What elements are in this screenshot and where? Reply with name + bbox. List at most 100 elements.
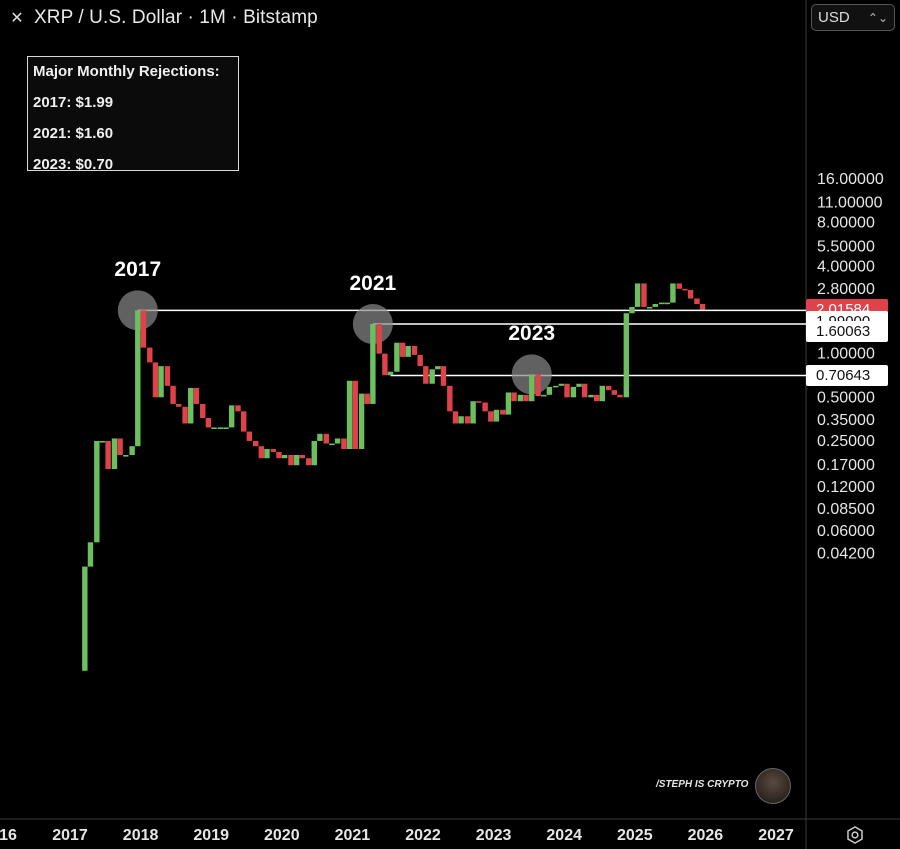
candle xyxy=(299,455,305,459)
candle xyxy=(417,354,423,367)
candle xyxy=(152,362,159,398)
candle xyxy=(217,427,224,430)
candle xyxy=(305,458,312,466)
candle xyxy=(529,374,535,402)
x-tick-label: 2025 xyxy=(617,827,653,844)
candle xyxy=(82,566,88,671)
candle xyxy=(541,394,547,397)
candle xyxy=(634,283,641,307)
candle xyxy=(447,385,453,412)
candle xyxy=(493,409,500,422)
candle xyxy=(228,405,235,428)
chart-header: ✕ XRP / U.S. Dollar · 1M · Bitstamp xyxy=(8,5,318,31)
y-tick-label: 16.00000 xyxy=(817,171,884,188)
candle xyxy=(94,440,100,543)
candle xyxy=(694,298,700,304)
candle xyxy=(658,302,665,305)
candle xyxy=(629,306,635,314)
price-tag: 0.70643 xyxy=(806,365,888,387)
y-tick-label: 0.50000 xyxy=(817,389,875,406)
candle xyxy=(193,387,200,404)
y-tick-label: 11.00000 xyxy=(817,195,883,212)
x-tick-label: 2023 xyxy=(476,827,512,844)
candle xyxy=(699,303,706,310)
x-tick-label: 2027 xyxy=(758,827,794,844)
y-tick-label: 0.17000 xyxy=(817,457,875,474)
candle xyxy=(470,401,476,424)
candle xyxy=(382,353,388,376)
y-tick-label: 1.00000 xyxy=(817,346,875,363)
rejections-annotation-box: Major Monthly Rejections: 2017: $1.99 20… xyxy=(27,56,239,173)
x-axis[interactable]: 16 2017 2018 2019 2020 2021 2022 2023 2024 2025 20… xyxy=(0,827,794,844)
candle xyxy=(676,283,682,289)
y-tick-label: 5.50000 xyxy=(817,238,875,255)
currency-value: USD xyxy=(818,9,850,26)
candle xyxy=(429,369,435,384)
candle xyxy=(135,310,141,447)
candle xyxy=(140,310,147,348)
y-axis[interactable]: 16.00000 11.00000 8.00000 5.50000 4.00000 2.8… xyxy=(817,171,884,562)
price-tag: 1.60063 xyxy=(806,320,888,342)
candle xyxy=(476,401,482,403)
y-tick-label: 8.00000 xyxy=(817,215,875,232)
candle xyxy=(293,455,300,466)
annotation-line: 2021: $1.60 xyxy=(33,125,114,142)
candle xyxy=(311,440,317,466)
x-tick-label: 2019 xyxy=(193,827,229,844)
x-tick-label: 2018 xyxy=(123,827,159,844)
candle xyxy=(323,433,329,444)
candle xyxy=(576,383,582,387)
candle xyxy=(394,342,400,372)
y-tick-label: 0.35000 xyxy=(817,412,875,429)
candle xyxy=(664,302,670,305)
candle xyxy=(605,385,612,391)
rejection-year-label: 2021 xyxy=(349,272,397,296)
candle xyxy=(411,345,418,355)
candle xyxy=(588,394,594,398)
close-icon[interactable]: ✕ xyxy=(10,10,24,27)
candle xyxy=(599,385,606,402)
rejection-year-label: 2023 xyxy=(508,322,556,346)
chevron-updown-icon: ⌃⌄ xyxy=(867,10,888,25)
candle xyxy=(87,542,94,567)
x-tick-label: 2020 xyxy=(264,827,300,844)
candle xyxy=(387,371,394,376)
candle xyxy=(211,427,217,430)
candle xyxy=(623,313,630,398)
candle xyxy=(440,366,447,386)
candle xyxy=(564,383,570,398)
candle xyxy=(188,387,194,424)
candle xyxy=(176,403,182,407)
y-tick-label: 2.80000 xyxy=(817,281,875,298)
candle xyxy=(399,342,406,357)
settings-icon[interactable] xyxy=(845,825,865,845)
candle xyxy=(182,406,188,424)
candle xyxy=(264,448,270,459)
candle xyxy=(517,394,524,402)
candle xyxy=(458,416,464,424)
y-tick-label: 0.06000 xyxy=(817,523,875,540)
annotation-heading: Major Monthly Rejections: xyxy=(33,63,220,80)
candle xyxy=(687,289,694,299)
candle xyxy=(611,390,618,395)
candle xyxy=(240,411,247,432)
annotation-line: 2017: $1.99 xyxy=(33,94,114,111)
candle xyxy=(488,411,494,422)
candlestick-series xyxy=(82,283,706,671)
x-tick-label: 2022 xyxy=(405,827,441,844)
y-tick-label: 0.04200 xyxy=(817,545,875,562)
candle xyxy=(553,385,559,388)
x-tick-label: 2017 xyxy=(52,827,88,844)
candle xyxy=(682,288,688,291)
candle xyxy=(99,440,106,443)
candle xyxy=(334,438,341,444)
candle xyxy=(500,409,506,415)
currency-select[interactable]: USD ⌃⌄ xyxy=(811,4,895,31)
annotation-line: 2023: $0.70 xyxy=(33,156,114,173)
y-tick-label: 0.25000 xyxy=(817,433,875,450)
y-tick-label: 0.12000 xyxy=(817,479,875,496)
candle xyxy=(129,446,135,455)
candle xyxy=(346,380,353,449)
